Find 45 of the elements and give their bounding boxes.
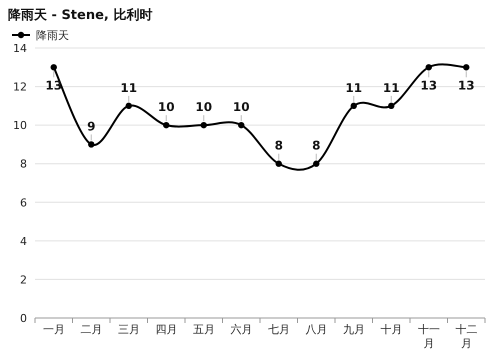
x-tick-label: 一月 [42, 323, 65, 336]
x-tick-label: 四月 [155, 323, 178, 336]
x-tick-label: 八月 [305, 323, 328, 336]
data-label: 8 [312, 138, 320, 153]
x-tick-label: 十一月 [418, 323, 440, 350]
point [350, 102, 357, 110]
point [50, 64, 57, 70]
data-label: 11 [345, 80, 362, 95]
point [388, 102, 394, 110]
data-label: 8 [274, 138, 283, 153]
y-tick-label: 4 [20, 234, 27, 248]
point [163, 122, 170, 128]
x-tick-label: 五月 [192, 323, 215, 336]
point [313, 160, 320, 167]
x-tick-label: 三月 [118, 323, 140, 336]
point [88, 141, 94, 148]
x-tick-label: 九月 [342, 323, 365, 336]
point [463, 64, 470, 70]
y-tick-label: 8 [20, 158, 27, 171]
y-tick-label: 0 [20, 312, 27, 325]
x-tick-label: 二月 [80, 323, 102, 336]
point [276, 160, 282, 167]
legend-label: 降雨天 [36, 29, 69, 42]
y-tick-label: 14 [13, 42, 27, 55]
x-tick-label: 十二月 [455, 323, 478, 350]
data-label: 10 [158, 100, 175, 114]
data-label: 13 [458, 78, 475, 92]
x-tick-label: 七月 [268, 323, 290, 336]
point [126, 102, 132, 110]
data-label: 11 [120, 80, 138, 95]
data-label: 9 [87, 119, 96, 134]
y-tick-label: 2 [20, 273, 27, 286]
y-tick-label: 12 [13, 80, 27, 94]
data-label: 13 [420, 78, 438, 92]
data-label: 10 [195, 100, 212, 114]
y-tick-label: 10 [13, 119, 27, 132]
point [426, 64, 432, 70]
point [200, 122, 207, 128]
x-tick-label: 十月 [380, 323, 402, 336]
data-label: 11 [382, 80, 400, 95]
data-label: 10 [232, 100, 250, 114]
chart-title: 降雨天 - Stene, 比利时 [8, 7, 152, 23]
point [238, 122, 244, 128]
x-tick-label: 六月 [230, 323, 252, 336]
y-tick-label: 6 [20, 196, 27, 210]
